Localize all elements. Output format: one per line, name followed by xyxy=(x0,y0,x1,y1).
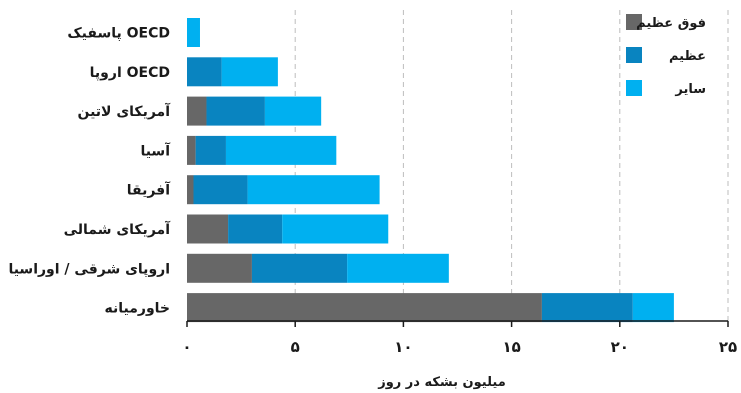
bar-segment xyxy=(347,254,449,283)
bar-segment xyxy=(187,175,193,204)
category-label: OECD اروپا xyxy=(90,65,170,81)
x-tick-label: ۵ xyxy=(291,338,300,356)
legend-label: عظیم xyxy=(669,49,706,64)
x-tick-label: ۲۵ xyxy=(719,338,737,356)
bar-segment xyxy=(265,97,321,126)
bar-segment xyxy=(248,175,380,204)
category-label: آمریکای شمالی xyxy=(64,220,172,238)
bar-segment xyxy=(196,136,226,165)
x-tick-label: ۱۰ xyxy=(394,338,412,356)
category-label: آمریکای لاتین xyxy=(77,102,171,120)
category-label: آفریقا xyxy=(127,181,171,199)
bar-segment xyxy=(252,254,347,283)
bar-segment xyxy=(222,57,278,86)
category-label: اروپای شرقی / اوراسیا xyxy=(8,261,170,277)
bar-segment xyxy=(228,215,282,244)
category-labels: OECD پاسفیک OECD اروپا آمریکای لاتین آسیا آف… xyxy=(8,26,171,317)
bar-segment xyxy=(187,136,196,165)
x-axis-title: میلیون بشکه در روز xyxy=(377,375,506,390)
x-axis: ۰ ۵ ۱۰ ۱۵ ۲۰ ۲۵ xyxy=(182,321,737,356)
bar-segment xyxy=(187,97,206,126)
bar-segment xyxy=(542,293,633,322)
bar-segment xyxy=(193,175,247,204)
bars xyxy=(187,18,674,322)
bar-segment xyxy=(187,293,542,322)
category-label: خاورمیانه xyxy=(105,301,171,317)
bar-segment xyxy=(187,215,228,244)
legend: فوق عظیم عظیم سایر xyxy=(626,14,706,97)
bar-segment xyxy=(187,254,252,283)
bar-segment xyxy=(633,293,674,322)
bar-segment xyxy=(206,97,264,126)
legend-label: سایر xyxy=(674,82,706,97)
x-tick-label: ۰ xyxy=(182,338,191,356)
bar-segment xyxy=(187,57,222,86)
bar-segment xyxy=(282,215,388,244)
x-tick-label: ۱۵ xyxy=(502,338,520,356)
category-label: آسیا xyxy=(140,141,171,159)
legend-swatch xyxy=(626,80,642,96)
bar-segment xyxy=(226,136,336,165)
category-label: OECD پاسفیک xyxy=(67,26,170,42)
legend-label: فوق عظیم xyxy=(636,16,706,31)
bar-segment xyxy=(187,18,200,47)
legend-swatch xyxy=(626,47,642,63)
x-tick-label: ۲۰ xyxy=(611,338,629,356)
